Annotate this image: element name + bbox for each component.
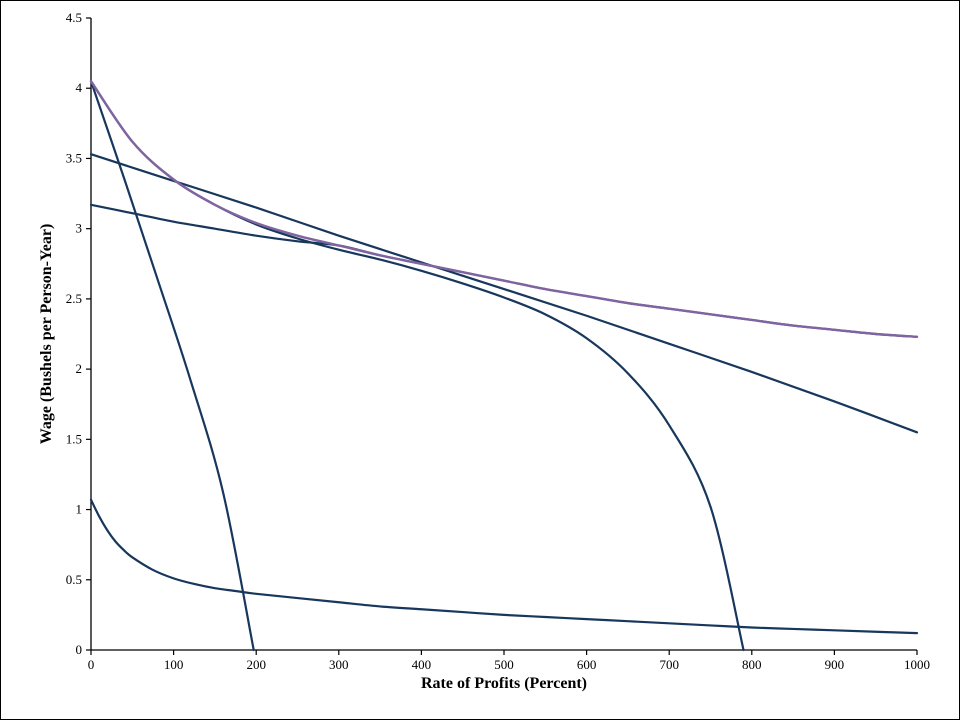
y-tick-label: 3	[76, 221, 83, 236]
axes-lines	[90, 18, 917, 651]
wage-frontier-envelope	[89, 80, 919, 339]
y-tick-label: 1	[76, 502, 83, 517]
wage-curve-steep	[89, 80, 255, 652]
y-tick-label: 3.5	[66, 150, 82, 165]
y-tick-label: 2.5	[66, 291, 82, 306]
x-tick-label: 900	[825, 657, 845, 672]
y-tick-label: 4.5	[66, 10, 82, 25]
y-tick-label: 4	[76, 80, 83, 95]
wage-curve-shallow	[89, 203, 919, 338]
x-tick-label: 1000	[904, 657, 930, 672]
x-tick-label: 200	[246, 657, 266, 672]
wage-curve-linear	[89, 153, 919, 434]
y-axis-title: Wage (Bushels per Person-Year)	[38, 223, 55, 445]
x-axis-title: Rate of Profits (Percent)	[421, 675, 587, 692]
x-tick-label: 300	[329, 657, 349, 672]
y-tick-label: 0	[76, 642, 83, 657]
wage-curve-falling-800	[89, 80, 745, 652]
x-tick-label: 500	[494, 657, 514, 672]
x-tick-label: 0	[88, 657, 95, 672]
y-tick-label: 0.5	[66, 572, 82, 587]
y-tick-label: 2	[76, 361, 83, 376]
x-tick-label: 600	[577, 657, 597, 672]
x-tick-label: 700	[659, 657, 679, 672]
x-tick-label: 100	[164, 657, 184, 672]
y-tick-label: 1.5	[66, 431, 82, 446]
x-tick-label: 400	[412, 657, 432, 672]
wage-curve-low-hyperbola	[89, 498, 919, 635]
x-tick-label: 800	[742, 657, 762, 672]
